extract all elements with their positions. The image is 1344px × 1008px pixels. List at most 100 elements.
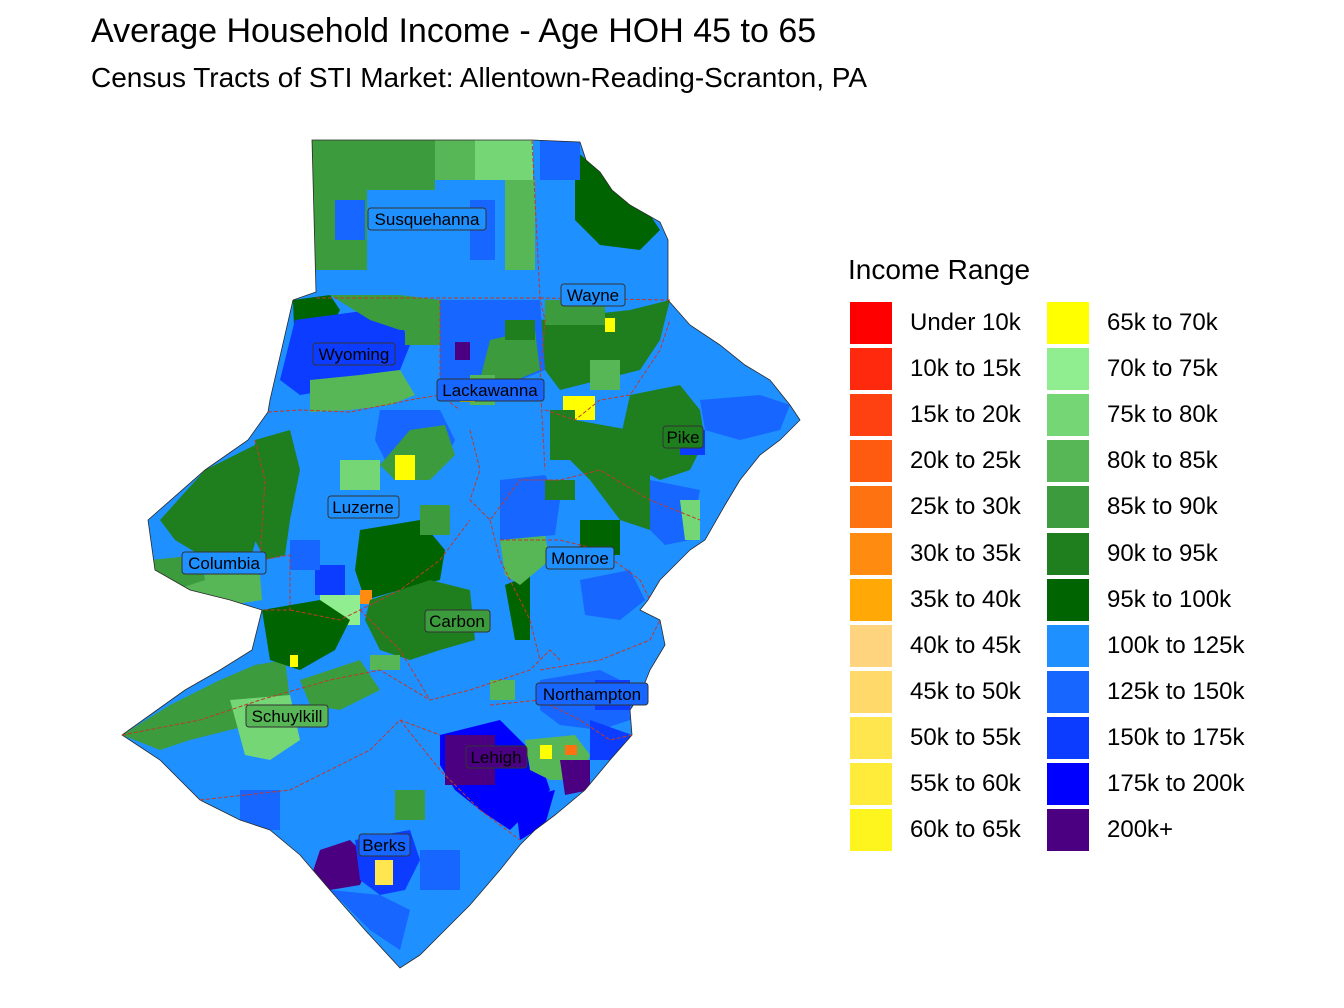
tract: [540, 745, 552, 759]
legend-item: 40k to 45k: [850, 623, 1021, 669]
tract: [395, 790, 425, 820]
legend-item: 175k to 200k: [1047, 761, 1244, 807]
tract: [290, 655, 298, 667]
legend-label: 95k to 100k: [1107, 585, 1232, 613]
county-name: Lehigh: [470, 748, 521, 767]
county-borders: [121, 139, 701, 841]
tract: [335, 200, 365, 240]
legend-swatch: [1047, 440, 1089, 483]
label-box: [662, 425, 704, 449]
county-name: Lackawanna: [442, 381, 538, 400]
label-box: [560, 283, 626, 307]
county-border: [199, 719, 441, 801]
tract: [255, 430, 300, 560]
legend-label: 20k to 25k: [910, 447, 1021, 475]
legend-label: 80k to 85k: [1107, 447, 1218, 475]
county-border: [539, 619, 661, 671]
county-name: Berks: [362, 836, 405, 855]
county-name: Schuylkill: [252, 707, 323, 726]
tract: [420, 505, 450, 535]
legend-label: 35k to 40k: [910, 585, 1021, 613]
legend-label: 40k to 45k: [910, 631, 1021, 659]
legend-swatch: [850, 670, 892, 713]
tract: [570, 420, 650, 530]
label-box: [245, 704, 329, 728]
legend-swatch: [1047, 394, 1089, 437]
legend-label: 30k to 35k: [910, 539, 1021, 567]
tract: [370, 655, 400, 670]
county-border: [489, 699, 633, 741]
tract: [300, 660, 380, 710]
legend-swatch: [1047, 486, 1089, 529]
legend-item: 75k to 80k: [1047, 392, 1218, 438]
county-border: [531, 139, 541, 299]
tract: [550, 410, 575, 460]
county-label-wayne: Wayne: [560, 283, 626, 307]
legend-item: 20k to 25k: [850, 438, 1021, 484]
county-border: [254, 439, 291, 611]
county-label-wyoming: Wyoming: [312, 342, 396, 366]
tract: [435, 140, 480, 180]
county-label-pike: Pike: [662, 425, 704, 449]
county-border: [489, 519, 541, 661]
legend-swatch: [1047, 670, 1089, 713]
county-label-northampton: Northampton: [535, 682, 649, 706]
county-label-columbia: Columbia: [181, 551, 267, 575]
legend-swatch: [1047, 809, 1089, 852]
legend-item: 80k to 85k: [1047, 438, 1218, 484]
legend-swatch: [850, 302, 892, 344]
legend-label: 90k to 95k: [1107, 539, 1218, 567]
legend-item: 70k to 75k: [1047, 346, 1218, 392]
county-border: [544, 319, 671, 421]
legend-swatch: [850, 440, 892, 483]
tract: [480, 330, 540, 385]
legend-swatch: [850, 624, 892, 667]
tract: [310, 370, 415, 412]
legend-item: 30k to 35k: [850, 531, 1021, 577]
county-name: Northampton: [543, 685, 641, 704]
legend-label: 60k to 65k: [910, 816, 1021, 844]
legend-swatch: [850, 348, 892, 391]
county-border: [399, 719, 521, 841]
legend-item: 50k to 55k: [850, 715, 1021, 761]
legend-item: 10k to 15k: [850, 346, 1021, 392]
tract: [355, 520, 445, 600]
county-label-berks: Berks: [358, 833, 411, 857]
legend-swatch: [1047, 532, 1089, 575]
legend-swatch: [1047, 716, 1089, 759]
legend-item: 125k to 150k: [1047, 669, 1244, 715]
county-labels: Susquehanna Wayne Wyoming Lackawanna Pik…: [181, 207, 704, 857]
legend-swatch: [1047, 624, 1089, 667]
map-title: Average Household Income - Age HOH 45 to…: [91, 12, 817, 50]
county-label-carbon: Carbon: [424, 609, 491, 633]
tract: [505, 180, 535, 270]
tract: [605, 318, 615, 332]
legend-item: 45k to 50k: [850, 669, 1021, 715]
legend-item: 25k to 30k: [850, 484, 1021, 530]
legend-item: 200k+: [1047, 807, 1173, 853]
legend-swatch: [850, 763, 892, 805]
legend-label: 150k to 175k: [1107, 723, 1245, 751]
tract: [580, 570, 645, 620]
county-name: Columbia: [188, 554, 260, 573]
legend-label: 85k to 90k: [1107, 493, 1218, 521]
tract: [375, 860, 393, 885]
tract: [340, 460, 380, 490]
label-box: [312, 342, 396, 366]
legend-swatch: [1047, 348, 1089, 391]
county-border: [289, 519, 471, 621]
county-border: [500, 539, 651, 601]
legend-item: 95k to 100k: [1047, 577, 1231, 623]
county-label-monroe: Monroe: [545, 546, 615, 570]
legend-item: 100k to 125k: [1047, 623, 1244, 669]
tract: [360, 590, 372, 604]
tract: [455, 342, 470, 360]
legend-label: 25k to 30k: [910, 493, 1021, 521]
county-name: Wayne: [567, 286, 619, 305]
label-box: [545, 546, 615, 570]
tract: [500, 535, 550, 585]
county-label-schuylkill: Schuylkill: [245, 704, 329, 728]
legend-label: Under 10k: [910, 309, 1021, 336]
county-label-lehigh: Lehigh: [465, 745, 528, 769]
